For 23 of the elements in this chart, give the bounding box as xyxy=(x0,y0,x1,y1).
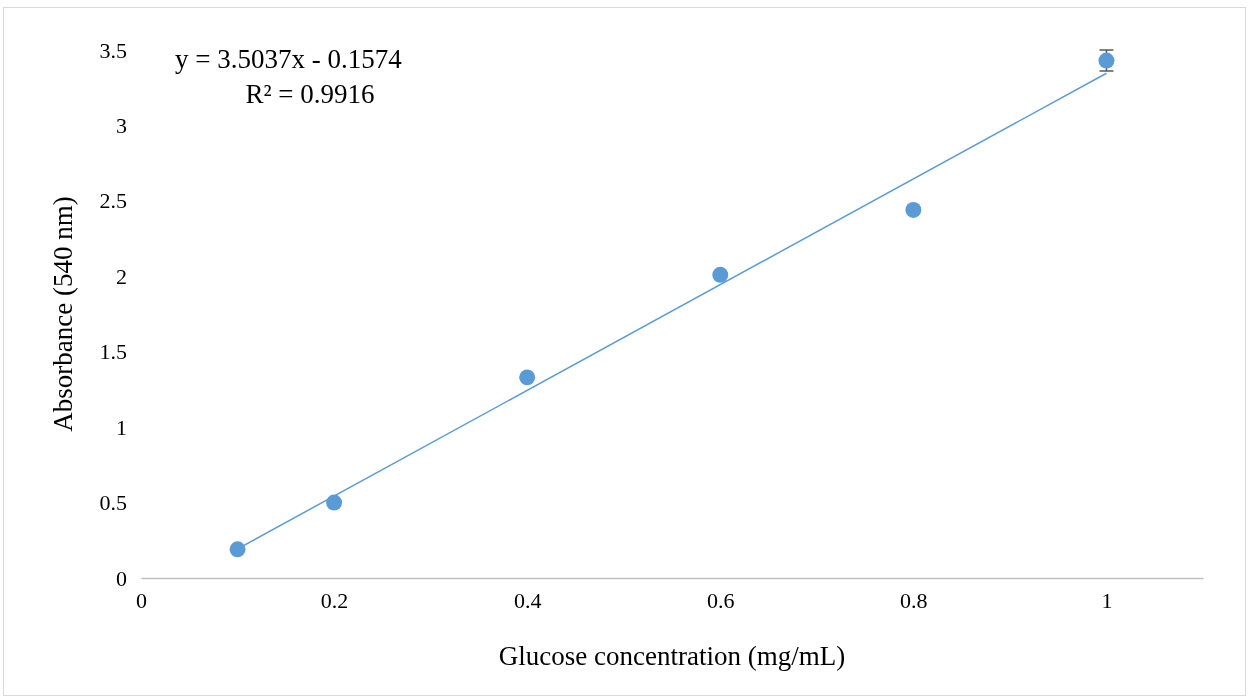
point xyxy=(519,369,536,386)
x-tick-label: 1 xyxy=(1101,587,1113,613)
y-tick-label: 3 xyxy=(116,112,127,138)
point xyxy=(326,494,343,511)
x-tick-label: 0.4 xyxy=(513,587,542,613)
x-tick-label: 0.6 xyxy=(707,587,735,613)
y-tick-label: 3.5 xyxy=(99,37,127,63)
y-tick-label: 2 xyxy=(116,263,127,289)
y-tick-label: 2.5 xyxy=(99,188,127,214)
y-tick-label: 1.5 xyxy=(99,339,127,365)
y-axis-title: Absorbance (540 nm) xyxy=(48,196,78,432)
x-tick-label: 0.2 xyxy=(320,587,349,613)
point xyxy=(229,541,246,558)
point xyxy=(712,266,729,283)
y-tick-label: 1 xyxy=(116,414,127,440)
y-tick-label: 0 xyxy=(116,565,127,591)
annotation: y = 3.5037x - 0.1574 xyxy=(175,44,403,74)
point xyxy=(905,201,922,218)
annotation: R² = 0.9916 xyxy=(245,79,375,109)
x-tick-label: 0 xyxy=(136,587,147,613)
x-axis-title: Glucose concentration (mg/mL) xyxy=(498,641,846,671)
y-tick-label: 0.5 xyxy=(99,490,127,516)
x-tick-label: 0.8 xyxy=(900,587,928,613)
